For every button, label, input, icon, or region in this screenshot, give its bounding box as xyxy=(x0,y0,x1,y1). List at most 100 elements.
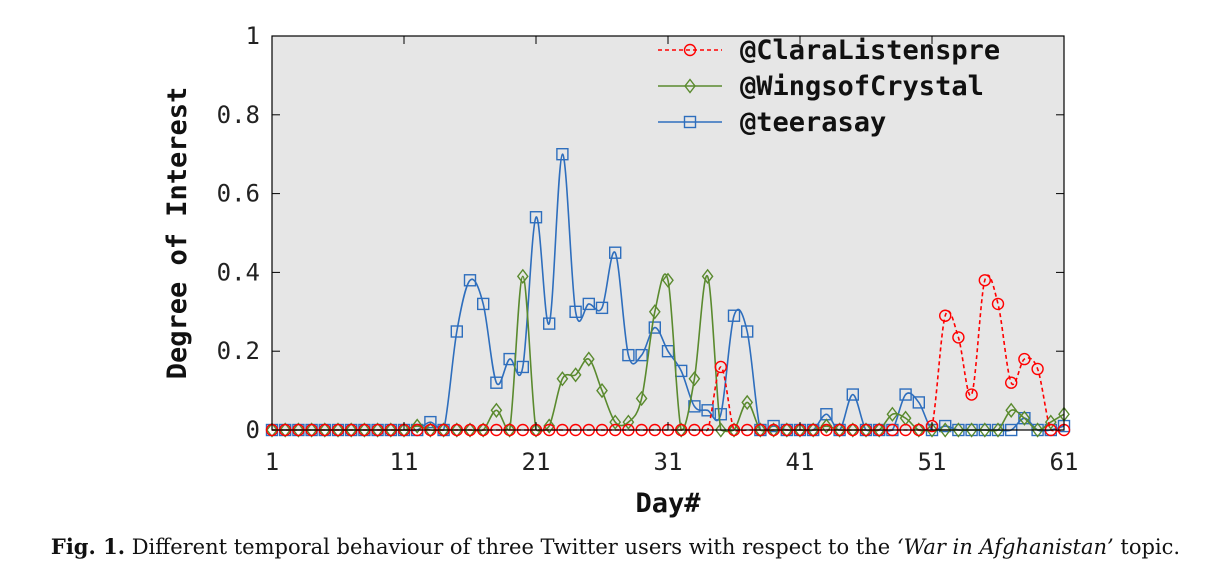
data-point xyxy=(516,268,529,284)
x-tick-label: 31 xyxy=(654,448,683,476)
data-point xyxy=(345,422,358,438)
y-tick-label: 0.4 xyxy=(217,258,260,286)
data-point xyxy=(965,422,978,438)
legend-entry: @teerasay xyxy=(658,107,886,138)
data-point xyxy=(846,388,859,401)
data-point xyxy=(582,351,595,367)
data-point xyxy=(662,272,674,288)
data-point xyxy=(952,331,965,344)
caption-text-after: topic. xyxy=(1113,535,1181,559)
data-point xyxy=(767,422,780,438)
x-tick-label: 11 xyxy=(390,448,419,476)
data-point xyxy=(886,406,899,422)
data-point xyxy=(701,268,714,284)
data-point xyxy=(926,422,938,438)
data-point xyxy=(569,367,582,383)
data-point xyxy=(794,422,806,438)
data-point xyxy=(767,419,780,433)
tick-layer: 00.20.40.60.811 11 21 31 41 51 61 xyxy=(217,22,1079,476)
plot-background xyxy=(272,36,1064,430)
data-point xyxy=(714,408,727,421)
data-point xyxy=(384,422,397,438)
data-point xyxy=(820,418,833,434)
data-point xyxy=(398,422,410,438)
data-point xyxy=(279,422,292,438)
data-point xyxy=(992,422,1004,438)
data-point xyxy=(556,147,569,161)
data-point xyxy=(833,422,846,438)
data-point xyxy=(701,404,714,417)
data-point xyxy=(266,422,278,438)
x-tick-label: 41 xyxy=(786,448,815,476)
data-point xyxy=(1031,422,1044,438)
data-point xyxy=(727,309,741,322)
data-point xyxy=(437,422,450,438)
data-point xyxy=(292,422,305,438)
legend-label: @WingsofCrystal xyxy=(740,71,984,102)
data-point xyxy=(714,360,727,374)
data-point xyxy=(860,422,872,438)
data-point xyxy=(1005,402,1018,418)
x-axis-title: Day# xyxy=(635,488,701,519)
legend-label: @ClaraListenspre xyxy=(740,35,1000,66)
data-point xyxy=(358,422,371,438)
data-point xyxy=(595,301,609,315)
data-point xyxy=(925,419,939,433)
data-point xyxy=(952,422,965,438)
data-point xyxy=(609,414,622,430)
y-tick-label: 0.2 xyxy=(217,337,260,365)
data-point xyxy=(688,371,701,387)
data-point xyxy=(529,211,543,224)
data-point xyxy=(424,422,437,438)
data-point xyxy=(978,422,991,438)
data-point xyxy=(912,422,925,438)
data-point xyxy=(530,422,542,438)
data-point xyxy=(1018,352,1031,366)
data-point xyxy=(490,402,503,418)
data-point xyxy=(991,297,1005,311)
data-point xyxy=(939,309,952,322)
legend-label: @teerasay xyxy=(740,107,886,138)
data-point xyxy=(846,422,859,438)
data-point xyxy=(305,422,318,438)
data-point xyxy=(648,304,661,320)
data-point xyxy=(543,418,556,434)
y-tick-label: 1 xyxy=(246,22,260,50)
data-point xyxy=(714,422,727,438)
x-tick-label: 61 xyxy=(1050,448,1079,476)
caption-topic: ‘War in Afghanistan’ xyxy=(896,535,1114,559)
legend: @ClaraListenspre @WingsofCrystal @teerasay xyxy=(658,35,1000,138)
legend-marker xyxy=(683,115,697,129)
data-point xyxy=(635,348,648,362)
data-point xyxy=(332,422,344,438)
legend-entry: @WingsofCrystal xyxy=(658,71,984,102)
y-tick-label: 0.6 xyxy=(217,180,260,208)
data-point xyxy=(582,297,595,311)
data-point xyxy=(754,422,767,438)
data-point xyxy=(450,422,463,438)
data-point xyxy=(464,422,476,438)
data-point xyxy=(503,422,516,438)
x-tick-label: 51 xyxy=(918,448,947,476)
legend-marker xyxy=(683,43,697,57)
x-tick-label: 21 xyxy=(522,448,551,476)
data-point xyxy=(807,422,820,438)
data-point xyxy=(424,415,437,429)
data-point xyxy=(899,388,912,401)
data-point xyxy=(622,414,635,430)
data-point xyxy=(622,348,635,362)
y-tick-label: 0.8 xyxy=(217,101,260,129)
data-point xyxy=(675,422,688,438)
data-point xyxy=(1031,362,1044,376)
caption-text-before: Different temporal behaviour of three Tw… xyxy=(125,535,897,559)
data-point xyxy=(939,419,952,433)
y-axis-title: Degree of Interest xyxy=(162,87,193,380)
data-point xyxy=(741,325,754,338)
data-point xyxy=(648,321,661,334)
data-point xyxy=(318,422,331,438)
data-point xyxy=(912,396,925,409)
caption-label: Fig. 1. xyxy=(50,534,126,559)
figure-caption: Fig. 1. Different temporal behaviour of … xyxy=(0,534,1231,559)
line-chart: 00.20.40.60.811 11 21 31 41 51 61 Day# Degree … xyxy=(162,22,1079,519)
data-point xyxy=(780,422,793,438)
